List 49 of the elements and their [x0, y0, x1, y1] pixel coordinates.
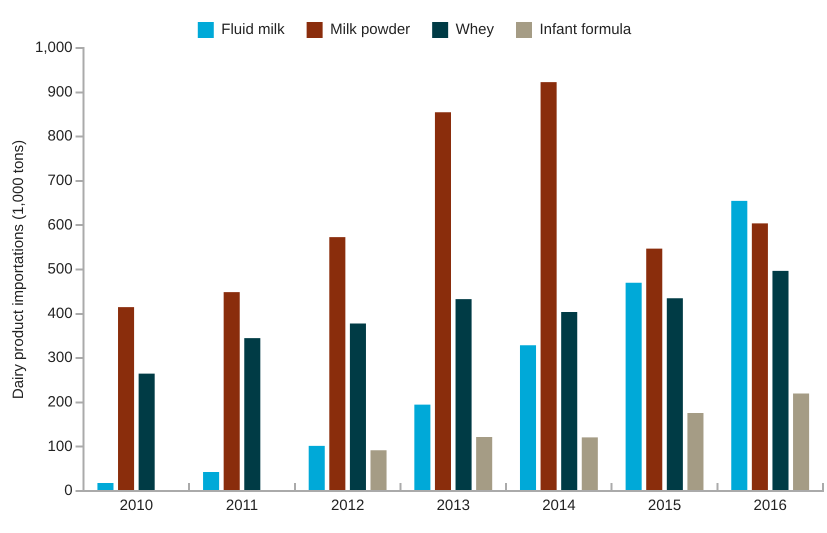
legend-label: Milk powder	[330, 21, 410, 38]
y-tick-label: 100	[48, 438, 73, 455]
x-tick-label: 2011	[226, 497, 258, 514]
bar	[561, 312, 578, 490]
y-tick-label: 600	[48, 216, 73, 234]
legend-label: Fluid milk	[221, 21, 286, 38]
bar	[203, 472, 220, 490]
y-tick-label: 900	[48, 83, 73, 100]
bar	[244, 338, 260, 490]
y-tick-label: 700	[48, 172, 73, 190]
y-tick-label: 200	[48, 394, 73, 411]
bar	[687, 413, 704, 490]
x-tick-label: 2015	[648, 497, 682, 514]
y-tick-label: 400	[48, 304, 73, 322]
bar	[476, 436, 492, 490]
bar	[752, 223, 768, 490]
bar	[97, 483, 114, 490]
y-axis-title: Dairy product importations (1,000 tons)	[10, 140, 28, 400]
bar	[772, 270, 789, 490]
bar	[329, 237, 346, 490]
bar	[224, 292, 240, 490]
bar	[666, 298, 683, 490]
bar	[626, 282, 642, 490]
bar	[540, 82, 557, 490]
bar	[308, 446, 325, 490]
bar	[434, 112, 452, 490]
bar	[646, 248, 662, 490]
bar	[370, 450, 387, 490]
bar	[793, 394, 810, 490]
y-tick-label: 800	[48, 128, 73, 145]
y-tick-label: 0	[64, 482, 73, 500]
x-tick-label: 2014	[542, 497, 576, 514]
bar	[456, 299, 472, 490]
bar	[731, 200, 748, 490]
y-tick-label: 1,000	[34, 39, 73, 56]
bar	[520, 345, 536, 490]
bar	[138, 374, 155, 490]
legend-label: Whey	[456, 21, 494, 38]
x-tick-label: 2013	[436, 497, 470, 514]
x-tick-label: 2016	[753, 497, 787, 514]
y-tick-label: 500	[48, 260, 73, 278]
bar	[350, 324, 366, 490]
bar	[582, 437, 598, 490]
bar	[414, 404, 430, 490]
y-tick-label: 300	[48, 349, 73, 366]
x-tick-label: 2010	[120, 497, 154, 514]
bar	[118, 307, 134, 490]
legend-label: Infant formula	[539, 21, 632, 38]
x-tick-label: 2012	[330, 497, 364, 514]
